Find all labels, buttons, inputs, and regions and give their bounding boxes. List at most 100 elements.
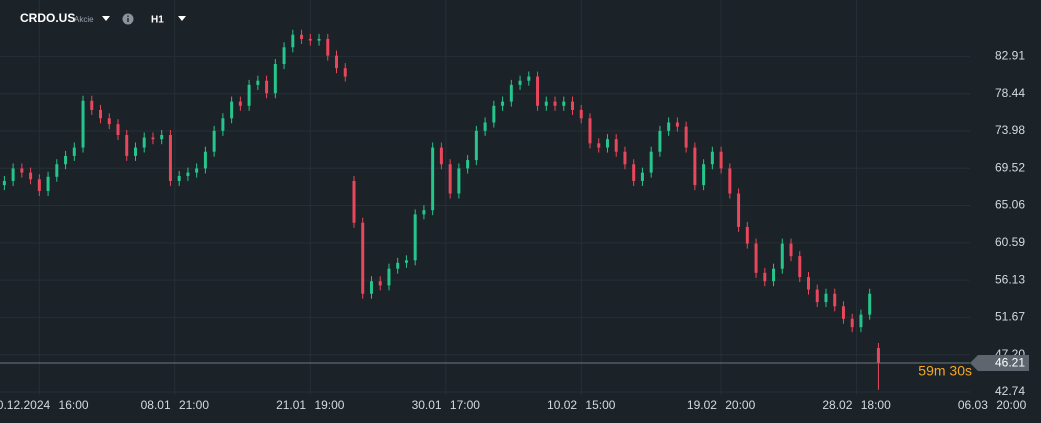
candle-body <box>772 268 776 282</box>
candle-body <box>658 130 662 152</box>
candle-body <box>352 180 356 223</box>
candle-body <box>160 135 164 140</box>
grid <box>0 0 970 395</box>
candle-body <box>527 76 531 81</box>
candle-body <box>64 155 68 165</box>
candle-body <box>841 306 845 319</box>
symbol-dropdown[interactable] <box>102 16 110 21</box>
asset-class: Akcie <box>74 15 94 24</box>
candle-body <box>544 101 548 106</box>
y-tick-label: 73.98 <box>995 123 1025 137</box>
candle-body <box>448 164 452 194</box>
candle-body <box>142 137 146 148</box>
candle-body <box>571 101 575 110</box>
candle-body <box>212 130 216 152</box>
candle-body <box>133 147 137 156</box>
candle-body <box>221 118 225 131</box>
candle-body <box>509 84 513 102</box>
candle-body <box>737 193 741 227</box>
candle-body <box>230 101 234 119</box>
info-icon-glyph <box>127 18 129 22</box>
candle-body <box>640 172 644 181</box>
x-tick-label: 30.12.2024 16:00 <box>0 398 89 412</box>
candle-body <box>238 101 242 106</box>
candle-body <box>693 147 697 186</box>
candle-body <box>431 147 435 211</box>
candle-body <box>422 210 426 215</box>
candle-body <box>29 172 33 180</box>
x-tick-label: 28.02 18:00 <box>822 398 891 412</box>
timeframe[interactable]: H1 <box>151 15 164 26</box>
candle-body <box>667 122 671 131</box>
symbol[interactable]: CRDO.US <box>20 11 75 25</box>
x-tick-label: 19.02 20:00 <box>687 398 756 412</box>
candle-body <box>308 38 312 41</box>
candle-body <box>562 101 566 106</box>
candle-body <box>649 151 653 173</box>
candle-body <box>850 318 854 328</box>
candle-body <box>719 151 723 169</box>
timeframe-dropdown[interactable] <box>178 16 186 21</box>
candle-body <box>466 160 470 169</box>
candle-body <box>824 293 828 303</box>
candle-body <box>876 348 880 364</box>
candle-body <box>474 130 478 161</box>
candle-body <box>343 68 347 77</box>
candle-body <box>439 147 443 165</box>
x-tick-label: 30.01 17:00 <box>412 398 481 412</box>
candle-body <box>859 314 863 328</box>
candle-body <box>369 281 373 294</box>
candle-body <box>492 105 496 123</box>
candle-body <box>868 293 872 315</box>
candle-body <box>335 55 339 69</box>
candle-body <box>518 80 522 85</box>
candle-body <box>396 262 400 269</box>
candle-body <box>807 277 811 290</box>
candle-body <box>536 76 540 106</box>
candle-body <box>745 226 749 244</box>
candle-body <box>815 289 819 303</box>
y-tick-label: 56.13 <box>995 272 1025 286</box>
candle-body <box>151 137 155 140</box>
candle-body <box>754 243 758 273</box>
candle-body <box>55 164 59 177</box>
last-price-tag <box>970 355 1029 372</box>
candle-body <box>605 139 609 148</box>
info-icon-dot <box>127 15 129 17</box>
candle-body <box>387 268 391 286</box>
candle-body <box>361 222 365 294</box>
x-tick-label: 08.01 21:00 <box>141 398 210 412</box>
candle-body <box>588 118 592 144</box>
candle-body <box>789 243 793 257</box>
y-tick-label: 69.52 <box>995 160 1025 174</box>
y-tick-label: 82.91 <box>995 49 1025 63</box>
candle-body <box>684 126 688 148</box>
candle-body <box>553 101 557 106</box>
candle-body <box>37 179 41 191</box>
candle-body <box>702 164 706 186</box>
candle-body <box>763 272 767 282</box>
candle-body <box>186 172 190 176</box>
candle-body <box>265 80 269 94</box>
candle-body <box>291 34 295 48</box>
candle-body <box>168 135 172 181</box>
candle-body <box>798 256 802 278</box>
y-tick-label: 78.44 <box>995 86 1025 100</box>
candle-body <box>326 38 330 56</box>
candle-body <box>413 214 417 261</box>
candle-body <box>623 151 627 165</box>
candle-body <box>256 80 260 85</box>
candle-body <box>317 38 321 41</box>
candle-body <box>247 84 251 106</box>
candle-body <box>116 124 120 136</box>
candle-body <box>195 168 199 173</box>
candle-body <box>107 118 111 125</box>
candle-body <box>72 147 76 156</box>
candle-body <box>833 293 837 307</box>
x-tick-label: 21.01 19:00 <box>276 398 345 412</box>
candle-body <box>2 180 6 186</box>
candle-body <box>404 260 408 263</box>
candle-body <box>125 135 129 156</box>
candles <box>2 29 880 390</box>
